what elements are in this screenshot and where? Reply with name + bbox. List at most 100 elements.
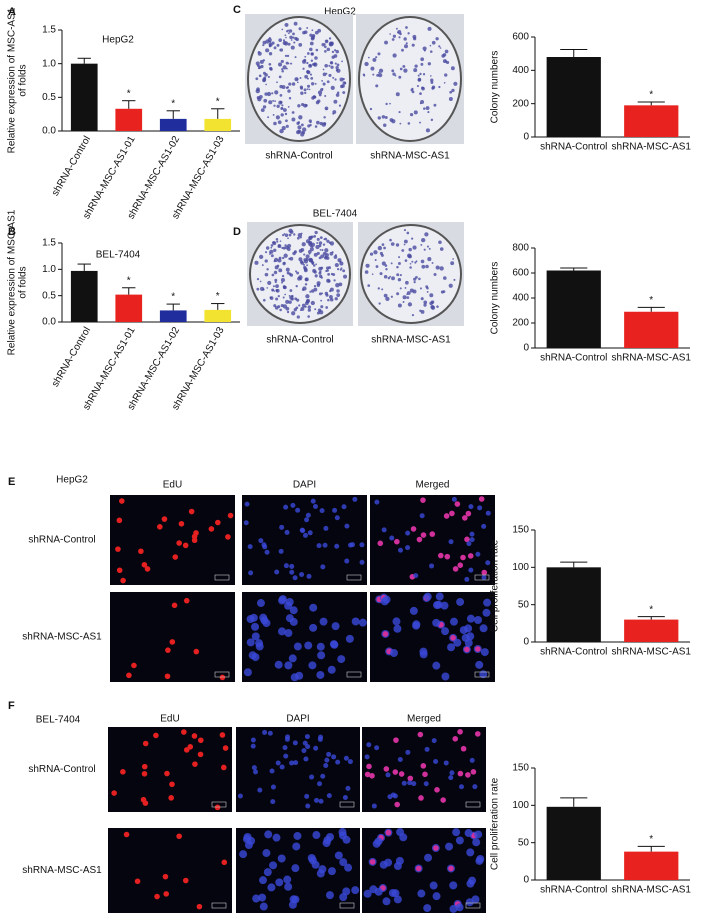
edu-cell [221,859,228,866]
nucleus [481,523,487,529]
nucleus [292,842,301,851]
x-tick-label: shRNA-Control [50,134,93,198]
colony [427,257,432,262]
colony [316,237,320,241]
edu-cell [457,728,463,735]
colony [421,264,426,269]
colony [314,308,317,311]
colony [379,251,383,255]
nucleus [432,601,441,610]
nucleus [449,881,458,890]
edu-cell [171,602,178,609]
edu-cell [418,795,424,801]
colony [309,47,313,52]
nucleus [248,570,254,576]
y-tick-label: 50 [518,837,530,848]
colony [377,116,381,120]
x-tick-label: shRNA-MSC-AS1-03 [170,325,227,412]
colony [255,88,260,94]
colony [323,238,326,241]
panel-letter: F [8,700,15,712]
significance-marker: * [171,292,175,303]
colony [403,239,408,244]
colony [278,268,283,273]
nucleus [342,835,351,844]
nucleus [318,798,324,804]
colony [411,260,414,263]
nucleus [322,839,331,848]
nucleus [317,781,323,787]
nucleus [423,781,429,787]
colony [315,263,318,266]
nucleus [317,651,326,660]
colony [342,91,346,95]
colony [283,233,286,235]
nucleus [382,897,391,906]
colony [293,307,297,312]
colony [281,246,284,250]
colony [326,256,330,260]
colony [318,256,322,260]
colony [453,81,458,86]
nucleus [316,543,322,549]
edu-cell [126,672,132,679]
colony [369,252,374,256]
edu-cell [123,831,130,838]
y-tick-label: 400 [512,293,529,304]
nucleus [359,559,365,565]
edu-cell [464,536,470,543]
edu-cell [449,510,455,517]
colony [397,278,402,282]
colony [370,66,375,71]
colony [324,94,327,97]
nucleus [345,785,351,791]
nucleus [344,863,353,872]
colony [399,122,402,125]
colony [396,292,400,296]
nucleus [397,547,403,553]
bar [159,310,187,322]
colony [303,258,307,262]
nucleus [289,606,298,615]
edu-cell [208,526,215,532]
colony [409,112,414,117]
colony [288,82,292,86]
error-bar [77,263,91,271]
edu-cell [434,787,440,793]
colony [385,296,390,302]
colony [279,308,282,312]
panel-title: HepG2 [102,35,134,46]
nucleus [284,661,293,670]
colony [389,275,392,278]
colony [269,43,272,46]
colony [375,84,379,88]
colony [279,240,282,242]
image-row-label: shRNA-Control [28,535,95,546]
edu-cell [119,498,125,504]
colony [373,250,378,255]
nucleus [305,512,311,518]
colony [269,296,274,300]
edu-cell [444,553,451,560]
nucleus [246,615,255,624]
significance-marker: * [216,96,220,107]
nucleus [479,624,488,633]
edu-cell [481,569,488,576]
colony [315,244,320,250]
colony [381,288,384,291]
colony [272,114,275,116]
bar [624,105,679,137]
colony [281,69,284,73]
nucleus [464,829,473,838]
x-tick-label: shRNA-Control [540,353,607,364]
nucleus [449,617,458,626]
colony [326,80,330,84]
nucleus [284,629,293,638]
nucleus [485,560,491,566]
colony [293,21,298,26]
colony [321,88,324,90]
colony [273,270,278,275]
nucleus [304,734,310,740]
colony [323,43,326,46]
colony [265,246,270,250]
